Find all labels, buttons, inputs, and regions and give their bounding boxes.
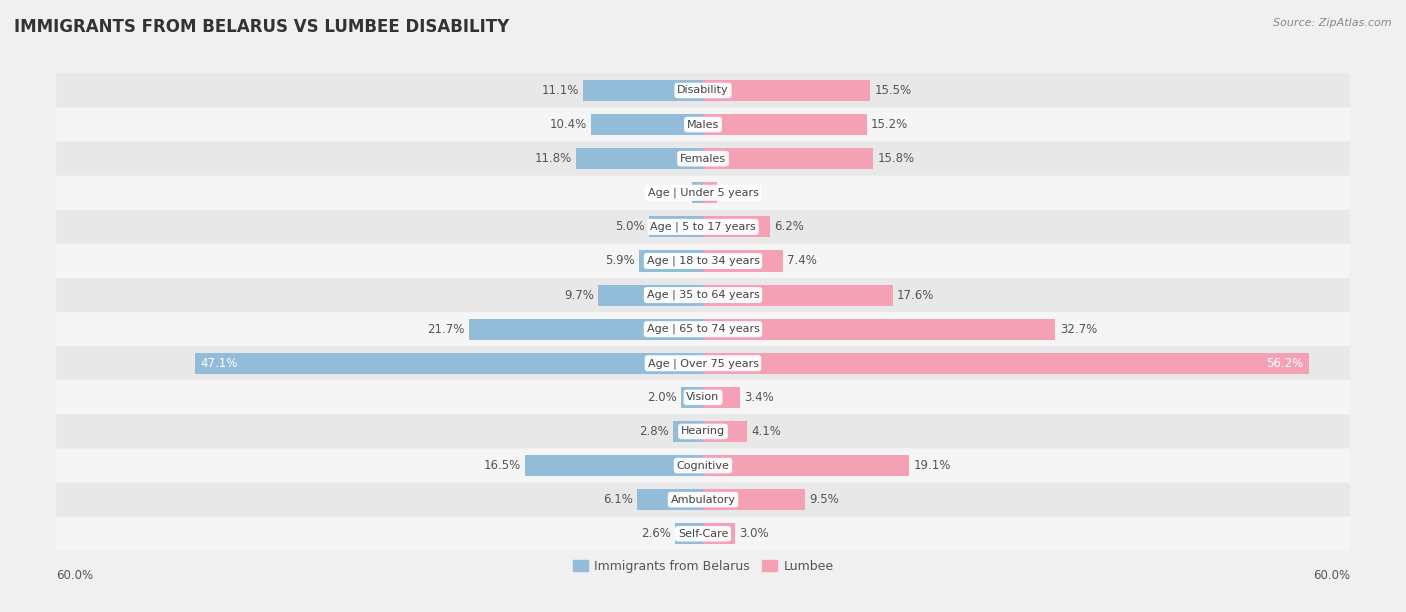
Text: Males: Males <box>688 119 718 130</box>
Text: 5.9%: 5.9% <box>606 255 636 267</box>
Text: 32.7%: 32.7% <box>1060 323 1097 335</box>
Text: Self-Care: Self-Care <box>678 529 728 539</box>
Bar <box>703 80 870 101</box>
Bar <box>470 319 703 340</box>
FancyBboxPatch shape <box>56 483 1350 517</box>
FancyBboxPatch shape <box>56 108 1350 141</box>
Text: 60.0%: 60.0% <box>1313 569 1350 582</box>
Text: 11.1%: 11.1% <box>541 84 579 97</box>
Bar <box>640 250 703 272</box>
Bar <box>703 387 740 408</box>
Text: 15.8%: 15.8% <box>877 152 915 165</box>
Text: 6.2%: 6.2% <box>775 220 804 233</box>
Bar <box>675 523 703 544</box>
Bar <box>583 80 703 101</box>
Text: Age | Over 75 years: Age | Over 75 years <box>648 358 758 368</box>
Text: 16.5%: 16.5% <box>484 459 520 472</box>
Text: Cognitive: Cognitive <box>676 461 730 471</box>
Bar <box>637 489 703 510</box>
Bar <box>576 148 703 170</box>
Bar <box>673 421 703 442</box>
Text: Age | Under 5 years: Age | Under 5 years <box>648 187 758 198</box>
Bar <box>195 353 703 374</box>
FancyBboxPatch shape <box>56 346 1350 380</box>
Text: 17.6%: 17.6% <box>897 289 935 302</box>
Text: Age | 35 to 64 years: Age | 35 to 64 years <box>647 290 759 300</box>
FancyBboxPatch shape <box>56 176 1350 210</box>
FancyBboxPatch shape <box>56 449 1350 483</box>
Text: Females: Females <box>681 154 725 163</box>
Text: 5.0%: 5.0% <box>616 220 645 233</box>
FancyBboxPatch shape <box>56 414 1350 449</box>
Text: 56.2%: 56.2% <box>1267 357 1303 370</box>
Text: Source: ZipAtlas.com: Source: ZipAtlas.com <box>1274 18 1392 28</box>
Text: IMMIGRANTS FROM BELARUS VS LUMBEE DISABILITY: IMMIGRANTS FROM BELARUS VS LUMBEE DISABI… <box>14 18 509 36</box>
Text: Disability: Disability <box>678 86 728 95</box>
Bar <box>703 421 747 442</box>
Bar <box>703 182 717 203</box>
Text: Age | 18 to 34 years: Age | 18 to 34 years <box>647 256 759 266</box>
FancyBboxPatch shape <box>56 312 1350 346</box>
Text: 2.8%: 2.8% <box>638 425 668 438</box>
Text: 1.0%: 1.0% <box>658 186 688 200</box>
FancyBboxPatch shape <box>56 517 1350 551</box>
Text: 4.1%: 4.1% <box>752 425 782 438</box>
Text: 1.3%: 1.3% <box>721 186 751 200</box>
Bar <box>682 387 703 408</box>
Text: 3.0%: 3.0% <box>740 528 769 540</box>
Text: 9.7%: 9.7% <box>564 289 595 302</box>
Bar <box>703 148 873 170</box>
Text: 2.0%: 2.0% <box>647 391 678 404</box>
FancyBboxPatch shape <box>56 380 1350 414</box>
Bar <box>591 114 703 135</box>
Text: Age | 65 to 74 years: Age | 65 to 74 years <box>647 324 759 334</box>
FancyBboxPatch shape <box>56 244 1350 278</box>
FancyBboxPatch shape <box>56 278 1350 312</box>
Bar <box>526 455 703 476</box>
Text: 19.1%: 19.1% <box>914 459 950 472</box>
Text: 6.1%: 6.1% <box>603 493 633 506</box>
FancyBboxPatch shape <box>56 141 1350 176</box>
Bar <box>703 455 908 476</box>
Text: 9.5%: 9.5% <box>810 493 839 506</box>
Text: 21.7%: 21.7% <box>427 323 465 335</box>
Bar <box>703 285 893 305</box>
Text: 15.2%: 15.2% <box>872 118 908 131</box>
Text: 47.1%: 47.1% <box>201 357 238 370</box>
Bar <box>703 216 770 237</box>
Bar <box>703 250 783 272</box>
Bar <box>703 114 868 135</box>
Text: 15.5%: 15.5% <box>875 84 911 97</box>
Bar <box>703 523 735 544</box>
Text: 60.0%: 60.0% <box>56 569 93 582</box>
Text: Hearing: Hearing <box>681 427 725 436</box>
Text: Ambulatory: Ambulatory <box>671 494 735 505</box>
Bar <box>599 285 703 305</box>
Bar <box>692 182 703 203</box>
Text: Age | 5 to 17 years: Age | 5 to 17 years <box>650 222 756 232</box>
Text: 11.8%: 11.8% <box>534 152 571 165</box>
Text: 3.4%: 3.4% <box>744 391 773 404</box>
Bar <box>703 319 1056 340</box>
Text: 7.4%: 7.4% <box>787 255 817 267</box>
FancyBboxPatch shape <box>56 210 1350 244</box>
Bar <box>703 489 806 510</box>
Bar <box>650 216 703 237</box>
Text: 10.4%: 10.4% <box>550 118 586 131</box>
Legend: Immigrants from Belarus, Lumbee: Immigrants from Belarus, Lumbee <box>568 555 838 578</box>
Bar <box>703 353 1309 374</box>
Text: Vision: Vision <box>686 392 720 402</box>
Text: 2.6%: 2.6% <box>641 528 671 540</box>
FancyBboxPatch shape <box>56 73 1350 108</box>
